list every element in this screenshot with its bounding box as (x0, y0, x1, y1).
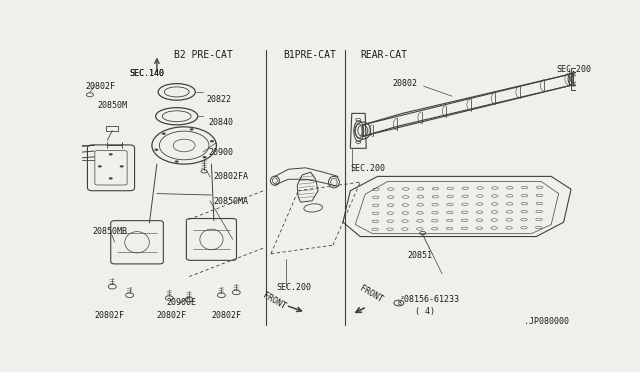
Text: 20802F: 20802F (211, 311, 241, 320)
Circle shape (162, 132, 166, 135)
Text: FRONT: FRONT (261, 291, 287, 312)
Text: REAR-CAT: REAR-CAT (360, 49, 407, 60)
Circle shape (210, 140, 214, 142)
Circle shape (120, 165, 124, 167)
Text: 20802F: 20802F (85, 82, 115, 91)
Circle shape (175, 160, 179, 163)
Circle shape (189, 128, 193, 131)
Text: SEC.200: SEC.200 (350, 164, 385, 173)
Text: 20850M: 20850M (97, 101, 127, 110)
Circle shape (109, 153, 113, 155)
Text: 20850MB: 20850MB (92, 227, 127, 236)
Bar (106, 126, 118, 131)
Text: 20822: 20822 (207, 95, 232, 104)
Text: SEC.140: SEC.140 (129, 69, 164, 78)
Text: ( 4): ( 4) (415, 308, 435, 317)
Text: 20851: 20851 (408, 251, 433, 260)
Circle shape (202, 156, 207, 158)
Text: 20900: 20900 (208, 148, 233, 157)
Text: B1PRE-CAT: B1PRE-CAT (284, 49, 336, 60)
Text: 20900E: 20900E (167, 298, 197, 307)
Circle shape (154, 149, 158, 151)
Text: 20850MA: 20850MA (214, 197, 249, 206)
Text: B: B (397, 301, 401, 305)
Text: SEC.200: SEC.200 (276, 283, 311, 292)
Text: 20802: 20802 (392, 79, 417, 88)
Text: ²08156-61233: ²08156-61233 (400, 295, 460, 304)
Text: FRONT: FRONT (358, 284, 384, 304)
Text: SEC.200: SEC.200 (556, 65, 591, 74)
Circle shape (98, 165, 102, 167)
Text: SEC.140: SEC.140 (129, 69, 164, 78)
Text: 20802FA: 20802FA (214, 172, 249, 181)
Text: 20802F: 20802F (95, 311, 125, 320)
Text: .JP080000: .JP080000 (524, 317, 569, 326)
Text: 20802F: 20802F (157, 311, 187, 320)
Text: B2 PRE-CAT: B2 PRE-CAT (174, 49, 233, 60)
Text: 20840: 20840 (208, 118, 233, 127)
Circle shape (109, 177, 113, 180)
